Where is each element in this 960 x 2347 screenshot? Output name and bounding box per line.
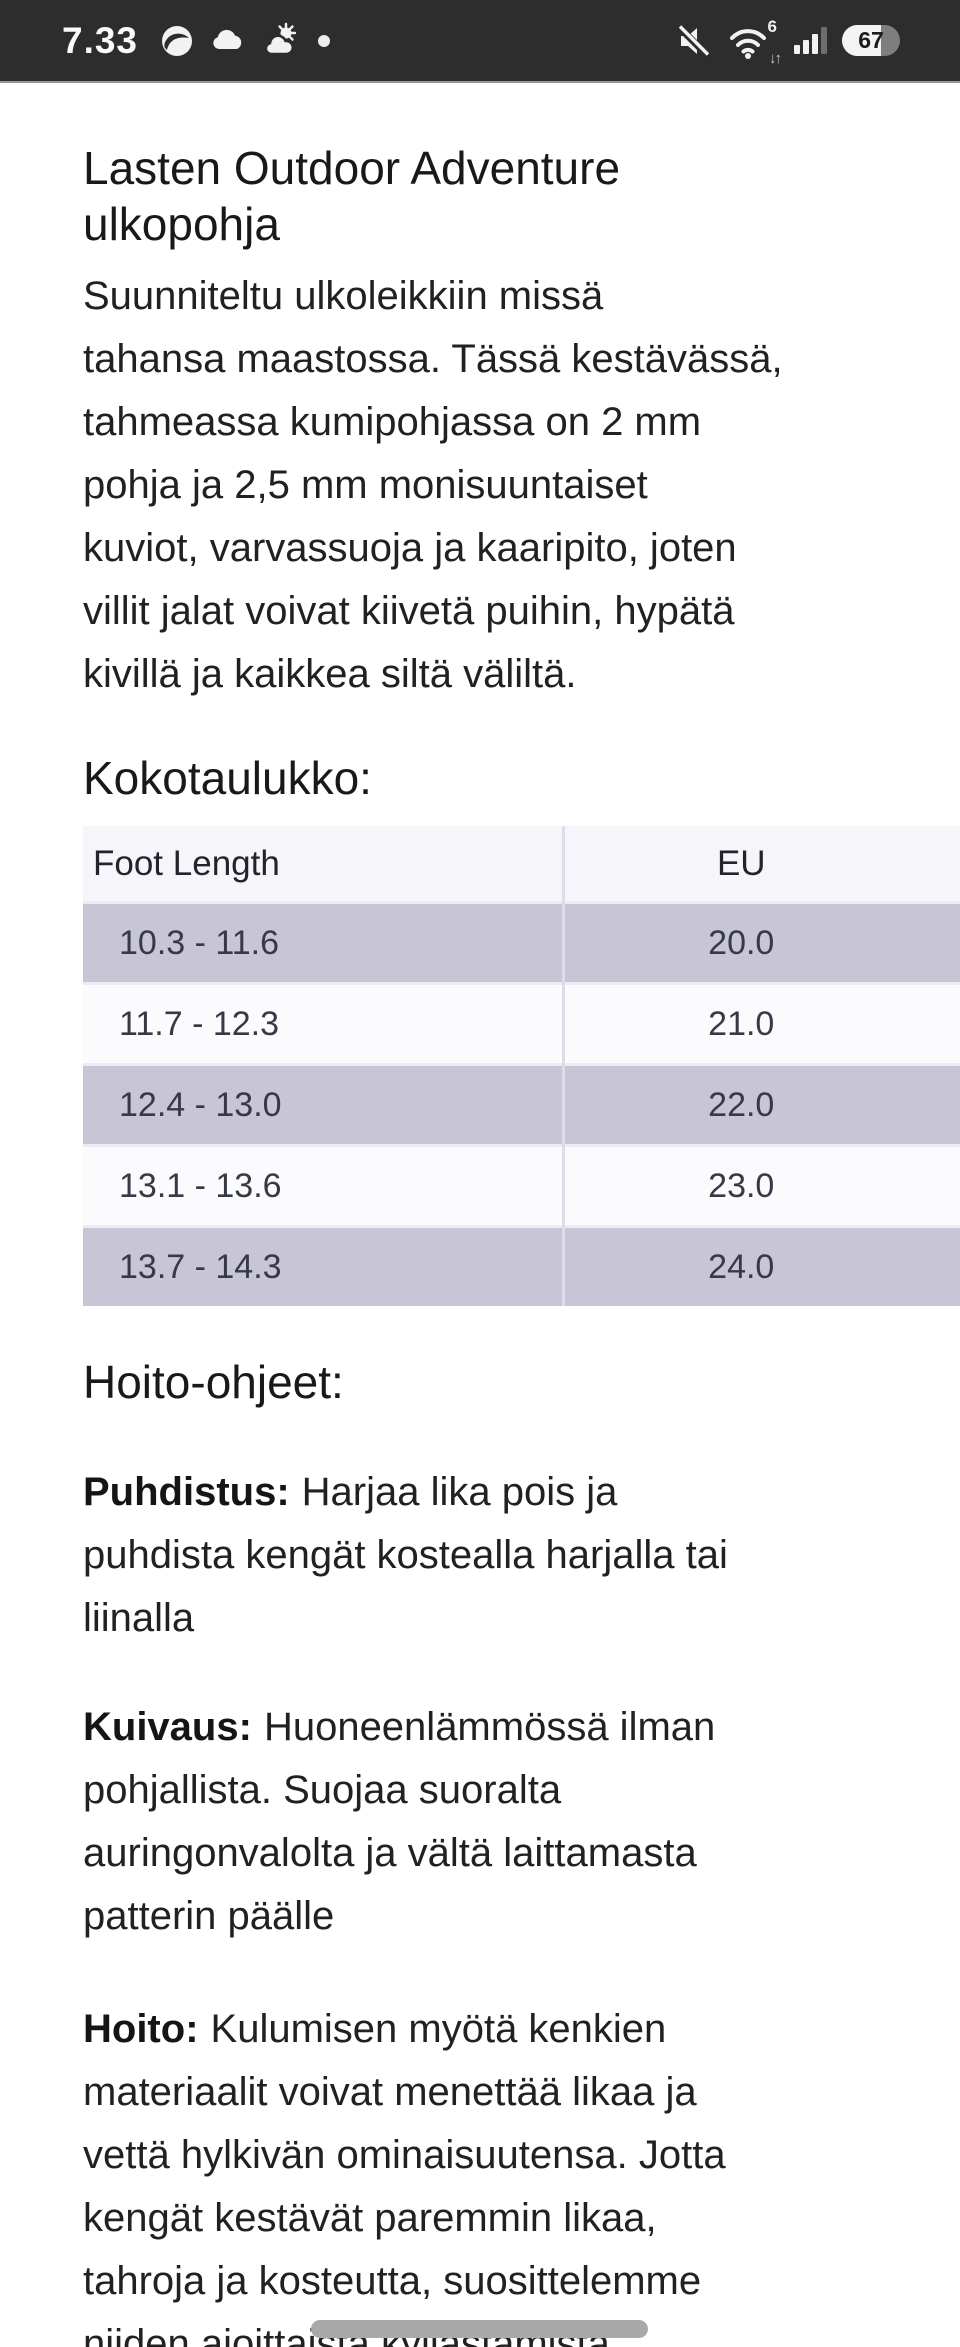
cell-eu: 24.0 xyxy=(563,1226,918,1306)
column-header-clipped xyxy=(918,826,960,903)
cell-eu: 23.0 xyxy=(563,1145,918,1227)
table-row: 12.4 - 13.0 22.0 xyxy=(83,1064,960,1146)
cell-eu: 22.0 xyxy=(563,1064,918,1146)
table-row: 13.7 - 14.3 24.0 xyxy=(83,1226,960,1306)
partly-sunny-icon xyxy=(259,21,299,61)
status-bar-right: 6 ↓↑ 67 xyxy=(676,16,960,67)
care-section-cleaning: Puhdistus: Harjaa lika pois ja puhdista k… xyxy=(83,1470,728,1640)
care-heading: Hoito-ohjeet: xyxy=(83,1356,344,1408)
size-table-header-row: Foot Length EU xyxy=(83,826,960,903)
size-table-scroll-area[interactable]: Foot Length EU 10.3 - 11.6 20.0 11.7 - 1… xyxy=(83,826,960,1306)
notification-dot xyxy=(318,34,331,47)
care-section-drying: Kuivaus: Huoneenlämmössä ilman pohjallist… xyxy=(83,1705,716,1938)
cell-foot-length: 13.7 - 14.3 xyxy=(83,1226,565,1306)
size-table: Foot Length EU 10.3 - 11.6 20.0 11.7 - 1… xyxy=(83,826,960,1306)
table-row: 13.1 - 13.6 23.0 xyxy=(83,1145,960,1227)
care-label: Hoito: xyxy=(83,2007,199,2051)
cell-foot-length: 10.3 - 11.6 xyxy=(83,902,565,984)
battery-fill xyxy=(842,25,881,56)
cell-foot-length: 13.1 - 13.6 xyxy=(83,1145,565,1227)
care-section-maintenance: Hoito: Kulumisen myötä kenkien materiaali… xyxy=(83,2007,726,2347)
size-table-heading: Kokotaulukko: xyxy=(83,752,372,804)
battery-percent: 67 xyxy=(858,27,884,53)
intro-paragraph: Suunniteltu ulkoleikkiin missä tahansa m… xyxy=(83,274,783,696)
care-label: Kuivaus: xyxy=(83,1705,252,1749)
cell-foot-length: 12.4 - 13.0 xyxy=(83,1064,565,1146)
care-label: Puhdistus: xyxy=(83,1470,290,1514)
title-line: ulkopohja xyxy=(83,198,280,250)
column-header-eu: EU xyxy=(563,826,918,903)
weather-app-icon xyxy=(159,23,195,59)
cell-eu: 21.0 xyxy=(563,983,918,1065)
cell-eu: 20.0 xyxy=(563,902,918,984)
wifi-6-badge: 6 xyxy=(767,16,777,36)
status-bar: 7.33 xyxy=(0,0,960,83)
table-row: 11.7 - 12.3 21.0 xyxy=(83,983,960,1065)
page-title: Lasten Outdoor Adventure ulkopohja xyxy=(83,140,903,252)
title-line: Lasten Outdoor Adventure xyxy=(83,142,621,194)
column-header-foot-length: Foot Length xyxy=(83,826,565,903)
gesture-navigation-handle[interactable] xyxy=(311,2320,648,2338)
wifi-traffic-arrows: ↓↑ xyxy=(769,49,782,67)
cloud-icon xyxy=(208,22,246,60)
table-row: 10.3 - 11.6 20.0 xyxy=(83,902,960,984)
cell-foot-length: 11.7 - 12.3 xyxy=(83,983,565,1065)
care-instructions: Hoito-ohjeet: Puhdistus: Harjaa lika pois… xyxy=(0,1355,960,2347)
status-bar-left: 7.33 xyxy=(0,19,331,62)
volume-muted-icon xyxy=(676,23,712,59)
battery-indicator: 67 xyxy=(842,25,900,56)
product-description-page[interactable]: Lasten Outdoor Adventure ulkopohja Suunn… xyxy=(0,140,960,805)
clock: 7.33 xyxy=(62,19,139,61)
wifi-icon: 6 ↓↑ xyxy=(727,16,782,67)
cellular-signal-icon xyxy=(794,27,827,54)
